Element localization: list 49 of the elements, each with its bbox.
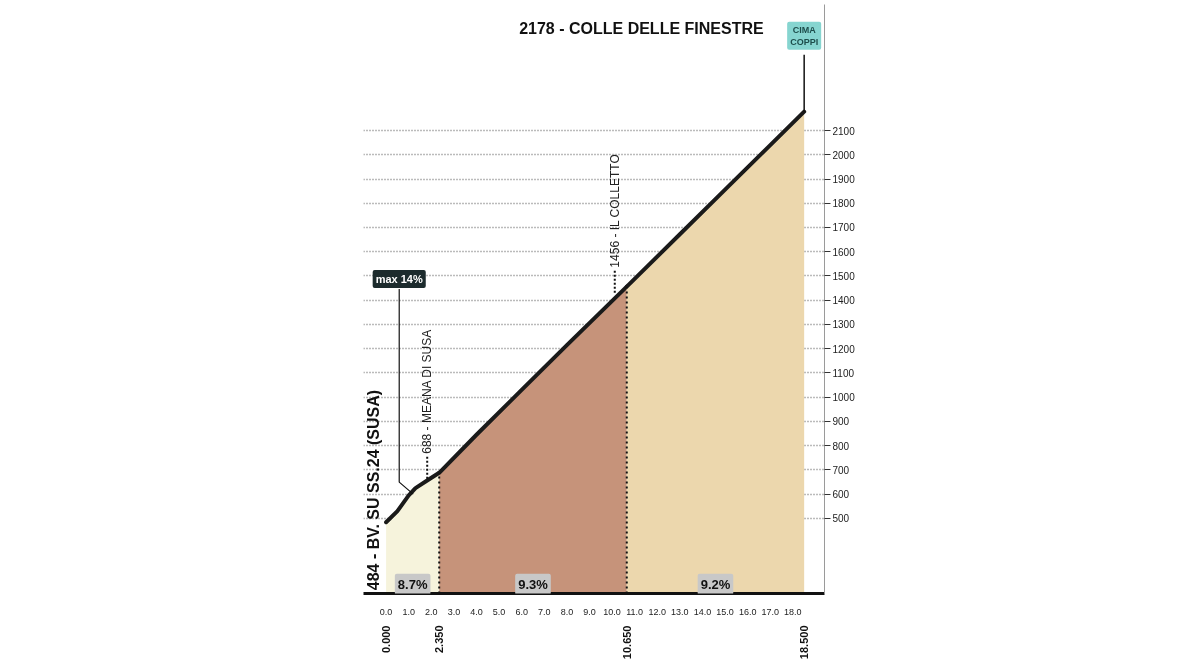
y-tick-label: 1900 [832,174,856,186]
x-tick-label: 17.0 [761,606,780,617]
annotation: 688 - MEANA DI SUSA [420,329,435,454]
text: 2178 - COLLE DELLE FINESTRE [519,20,764,37]
y-tick-label: 800 [832,440,850,452]
y-tick-label: 700 [832,464,850,476]
y-tick-label: 900 [832,416,850,428]
y-tick-label: 500 [832,513,850,525]
x-tick-label: 14.0 [693,606,712,617]
annotation: 9.3% [518,576,549,592]
x2-tick-label: 0.000 [380,625,393,654]
annotation: max 14% [375,273,423,286]
x-tick-label: 12.0 [648,606,667,617]
x-tick-label: 4.0 [470,606,483,617]
y-tick-label: 600 [832,489,850,501]
y-tick-label: 1100 [832,367,855,379]
y-tick-label: 1000 [832,392,856,404]
y-tick-label: 1500 [832,270,856,282]
x-tick-label: 10.0 [603,606,621,617]
x-tick-label: 8.0 [560,606,574,617]
x-tick-label: 1.0 [402,606,415,617]
x2-tick-label: 18.500 [798,625,811,660]
x-tick-label: 16.0 [738,606,757,617]
y-tick-label: 1800 [832,198,856,210]
annotation: 1456 - IL COLLETTO [607,154,622,268]
x-tick-label: 2.0 [425,606,438,617]
annotation: CIMA COPPI [790,24,819,47]
annotation: 484 - BV. SU SS.24 (SUSA) [364,389,382,591]
y-tick-label: 2100 [832,125,856,137]
x-tick-label: 3.0 [447,606,461,617]
y-tick-label: 1300 [832,319,856,331]
y-tick-label: 1700 [832,222,856,234]
x-tick-label: 15.0 [716,606,734,617]
annotation: 8.7% [397,576,428,592]
x2-tick-label: 2.350 [433,625,446,654]
x-tick-label: 6.0 [515,606,528,617]
x-tick-label: 13.0 [671,606,689,617]
x-tick-label: 9.0 [583,606,596,617]
y-tick-label: 1600 [832,246,856,258]
x-tick-label: 0.0 [379,606,393,617]
x-tick-label: 18.0 [784,606,802,617]
y-tick-label: 2000 [832,149,856,161]
y-tick-label: 1400 [832,295,856,307]
x-tick-label: 7.0 [538,606,551,617]
x-tick-label: 5.0 [492,606,506,617]
annotation: 9.2% [700,576,731,592]
x-tick-label: 11.0 [626,606,644,617]
x2-tick-label: 10.650 [620,625,633,660]
y-tick-label: 1200 [832,343,856,355]
